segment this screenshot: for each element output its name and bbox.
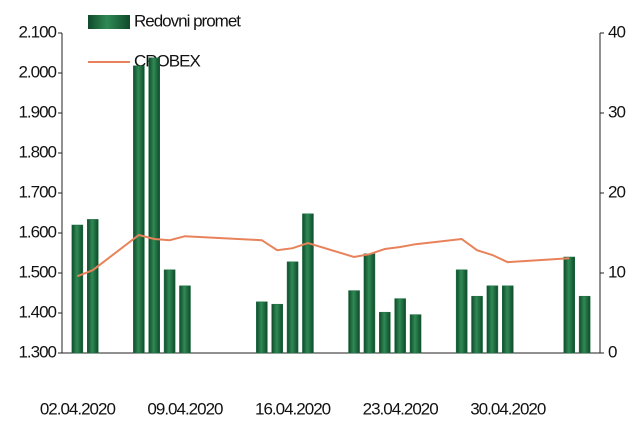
- bar: [163, 269, 176, 354]
- y2-tick-label: 0: [608, 342, 617, 361]
- bar: [502, 285, 514, 354]
- bar: [286, 261, 299, 354]
- line: [77, 233, 570, 278]
- x-tick-label: 09.04.2020: [147, 399, 223, 418]
- x-tick-label: 30.04.2020: [470, 399, 546, 418]
- y-tick-label: 1.300: [18, 342, 56, 361]
- bar: [86, 219, 99, 354]
- bar: [271, 303, 283, 354]
- y-tick-label: 1.600: [18, 222, 56, 241]
- x-tick-label: 02.04.2020: [40, 399, 116, 418]
- legend-swatch: [88, 15, 130, 29]
- x-tick-label: 23.04.2020: [363, 399, 439, 418]
- bar: [563, 256, 576, 354]
- y-tick-label: 2.000: [18, 62, 56, 81]
- y-tick-label: 1.400: [18, 302, 56, 321]
- bar: [394, 298, 406, 354]
- bar: [133, 65, 145, 354]
- y-tick-label: 1.900: [18, 102, 56, 121]
- bar: [148, 57, 160, 354]
- y2-tick-label: 20: [608, 182, 625, 201]
- y-tick-label: 1.700: [18, 182, 56, 201]
- bar: [363, 253, 376, 354]
- legend-label: Redovni promet: [134, 11, 241, 30]
- y2-tick-label: 10: [608, 262, 625, 281]
- y-tick-label: 2.100: [18, 22, 56, 41]
- bar: [471, 295, 483, 354]
- y-tick-label: 1.800: [18, 142, 56, 161]
- bar: [348, 290, 360, 354]
- bar: [179, 285, 191, 354]
- bar: [486, 285, 499, 354]
- bar: [379, 311, 391, 354]
- y-tick-label: 1.500: [18, 262, 56, 281]
- bar: [302, 213, 314, 354]
- bar: [71, 224, 84, 354]
- y2-tick-label: 30: [608, 102, 625, 121]
- bar: [455, 269, 468, 354]
- x-tick-label: 16.04.2020: [255, 399, 331, 418]
- bar: [578, 295, 591, 354]
- bar: [409, 314, 422, 354]
- bar: [256, 301, 268, 354]
- y2-tick-label: 40: [608, 22, 625, 41]
